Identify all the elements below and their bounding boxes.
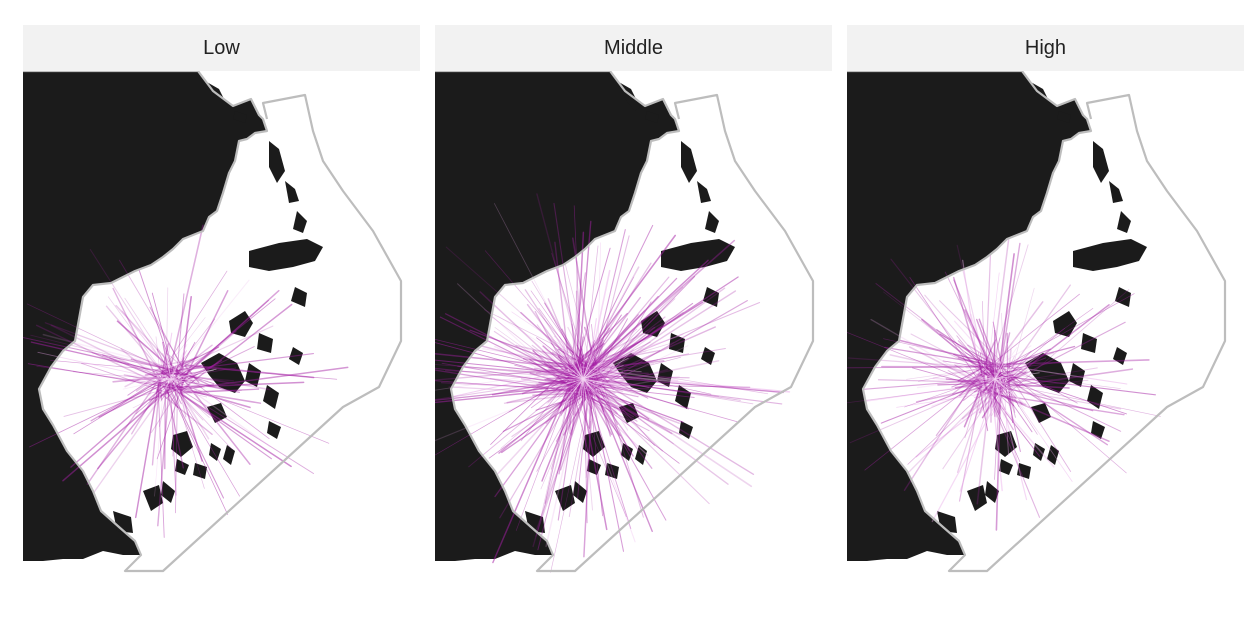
- island: [161, 481, 175, 503]
- map-panel: [23, 71, 403, 573]
- island: [1087, 385, 1103, 409]
- island: [661, 239, 735, 271]
- island: [285, 181, 299, 203]
- island: [675, 385, 691, 409]
- island: [245, 363, 261, 387]
- island: [233, 111, 247, 123]
- island: [269, 141, 285, 183]
- facet-middle: Middle: [435, 25, 832, 573]
- island: [257, 333, 273, 353]
- facet-low: Low: [23, 25, 420, 573]
- island: [1113, 347, 1127, 365]
- island: [1073, 239, 1147, 271]
- facet-label: High: [847, 25, 1244, 71]
- island: [1069, 363, 1085, 387]
- island: [267, 421, 281, 439]
- facet-label: Low: [23, 25, 420, 71]
- island: [293, 211, 307, 233]
- facet-label: Middle: [435, 25, 832, 71]
- island: [143, 485, 163, 511]
- island: [641, 311, 665, 337]
- island: [1017, 463, 1031, 479]
- facet-high: High: [847, 25, 1244, 573]
- island: [209, 443, 221, 461]
- island: [587, 459, 601, 475]
- land-mass: [847, 71, 1091, 561]
- land-mass: [23, 71, 267, 561]
- island: [171, 431, 193, 457]
- island: [967, 485, 987, 511]
- island: [635, 445, 647, 465]
- island: [573, 481, 587, 503]
- island: [1109, 181, 1123, 203]
- island: [995, 431, 1017, 457]
- study-area-boundary: [847, 71, 1227, 573]
- island: [289, 347, 303, 365]
- island: [619, 403, 639, 423]
- island: [703, 287, 719, 307]
- island: [201, 353, 245, 393]
- island: [1057, 111, 1071, 123]
- study-area-boundary: [435, 71, 815, 573]
- island: [1033, 443, 1045, 461]
- island: [701, 347, 715, 365]
- trajectory-lines: [435, 193, 791, 573]
- island: [263, 385, 279, 409]
- map-panel: [847, 71, 1227, 573]
- trajectory-lines: [23, 224, 349, 538]
- island: [229, 311, 253, 337]
- island: [681, 141, 697, 183]
- island: [1047, 445, 1059, 465]
- island: [1053, 311, 1077, 337]
- island: [1115, 287, 1131, 307]
- study-area-boundary: [23, 71, 403, 573]
- island: [705, 211, 719, 233]
- island: [555, 485, 575, 511]
- island: [679, 421, 693, 439]
- island: [605, 463, 619, 479]
- island: [669, 333, 685, 353]
- island: [291, 287, 307, 307]
- trajectory-lines: [847, 239, 1161, 531]
- island: [621, 443, 633, 461]
- island: [193, 463, 207, 479]
- island: [1031, 403, 1051, 423]
- island: [583, 431, 605, 457]
- island: [985, 481, 999, 503]
- island: [1117, 211, 1131, 233]
- island: [207, 403, 227, 423]
- island: [1091, 421, 1105, 439]
- island: [657, 363, 673, 387]
- island: [1093, 141, 1109, 183]
- map-panel: [435, 71, 815, 573]
- island: [999, 459, 1013, 475]
- island: [645, 111, 659, 123]
- island: [1081, 333, 1097, 353]
- land-mass: [435, 71, 679, 561]
- island: [613, 353, 657, 393]
- island: [249, 239, 323, 271]
- island: [175, 459, 189, 475]
- island: [697, 181, 711, 203]
- island: [223, 445, 235, 465]
